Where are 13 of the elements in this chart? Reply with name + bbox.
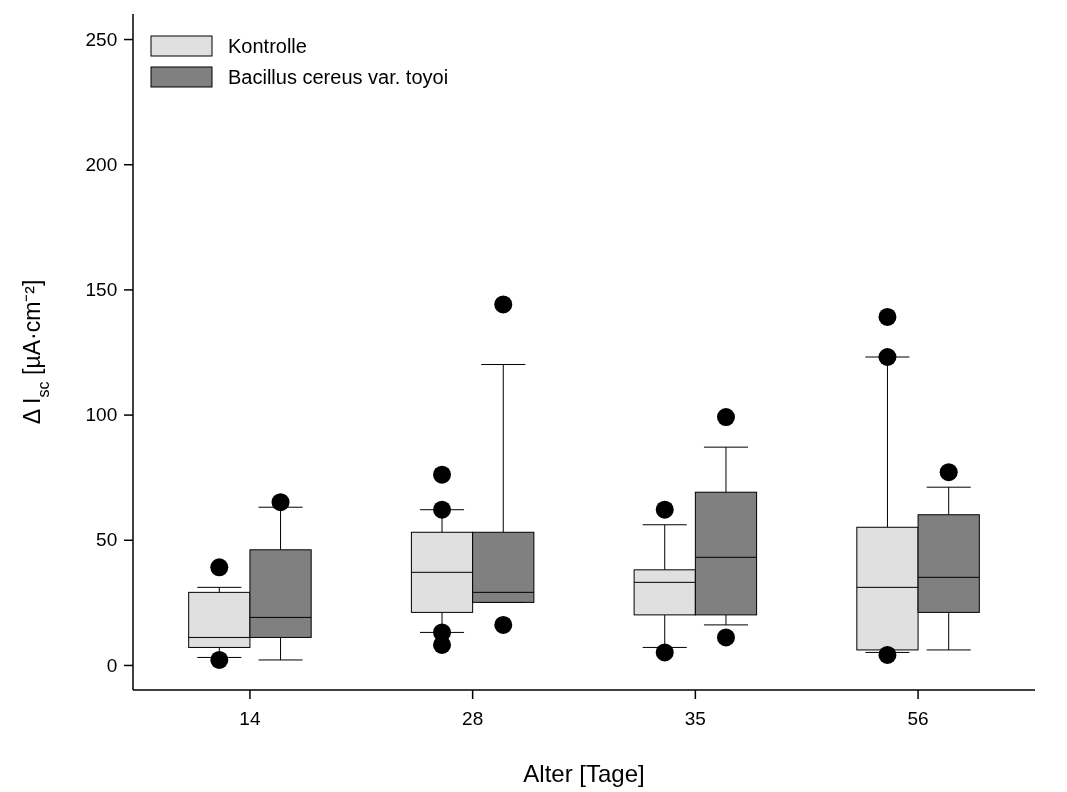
legend-label: Bacillus cereus var. toyoi <box>228 66 449 88</box>
x-tick-label: 56 <box>907 707 929 729</box>
y-tick-label: 200 <box>85 153 118 175</box>
x-tick-label: 28 <box>462 707 484 729</box>
y-tick-label: 50 <box>96 529 118 551</box>
y-tick-label: 150 <box>85 278 118 300</box>
legend-label: Kontrolle <box>228 35 307 57</box>
y-tick-label: 100 <box>85 404 118 426</box>
x-tick-label: 14 <box>239 707 261 729</box>
x-tick-label: 35 <box>684 707 706 729</box>
y-tick-label: 0 <box>106 654 118 676</box>
y-tick-label: 250 <box>85 28 118 50</box>
x-axis-title: Alter [Tage] <box>523 760 645 787</box>
